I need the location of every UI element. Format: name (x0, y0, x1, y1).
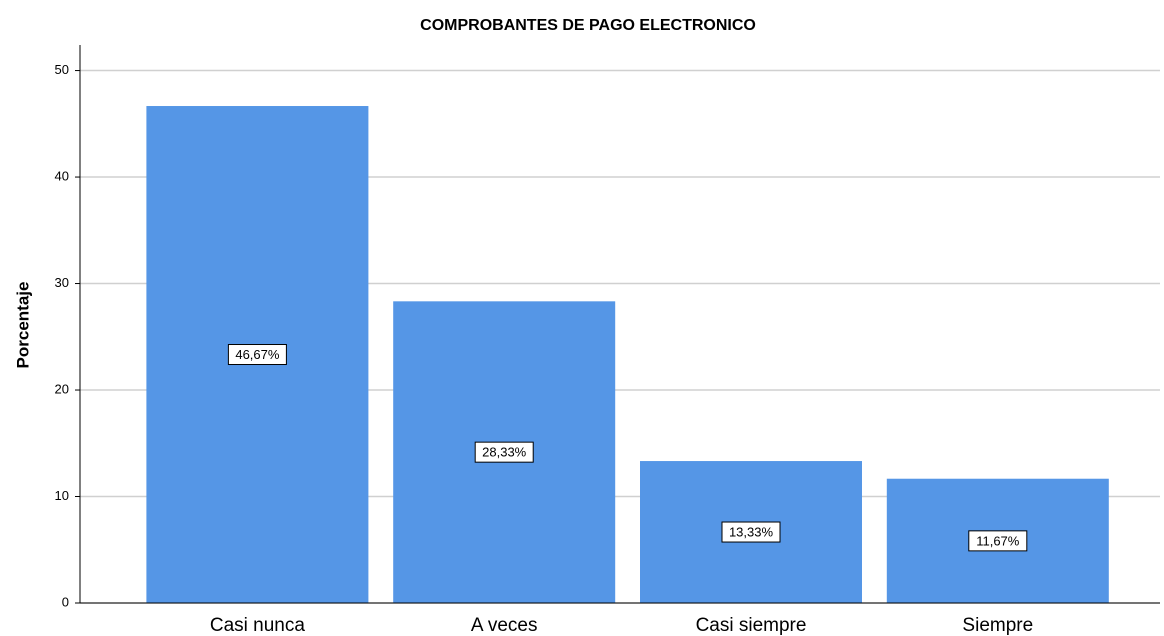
value-label-box (227, 344, 287, 366)
chart-title: COMPROBANTES DE PAGO ELECTRONICO (420, 17, 756, 34)
value-label: 11,67% (976, 533, 1020, 548)
x-tick-label: Siempre (962, 615, 1033, 636)
y-tick-label: 10 (55, 488, 69, 503)
value-label-box (721, 521, 781, 543)
x-tick-label: Casi siempre (696, 615, 807, 636)
value-label: 46,67% (235, 347, 280, 362)
x-tick-label: A veces (471, 615, 538, 636)
y-tick-label: 0 (62, 594, 69, 609)
y-tick-label: 40 (55, 168, 69, 183)
value-label-box (474, 441, 534, 463)
x-tick-label: Casi nunca (210, 615, 305, 636)
y-tick-label: 50 (55, 62, 69, 77)
value-label: 13,33% (729, 524, 774, 539)
y-axis-label: Porcentaje (13, 282, 32, 369)
y-tick-label: 20 (55, 381, 69, 396)
value-label-box (968, 530, 1028, 552)
y-tick-label: 30 (55, 275, 69, 290)
value-label: 28,33% (482, 445, 527, 460)
